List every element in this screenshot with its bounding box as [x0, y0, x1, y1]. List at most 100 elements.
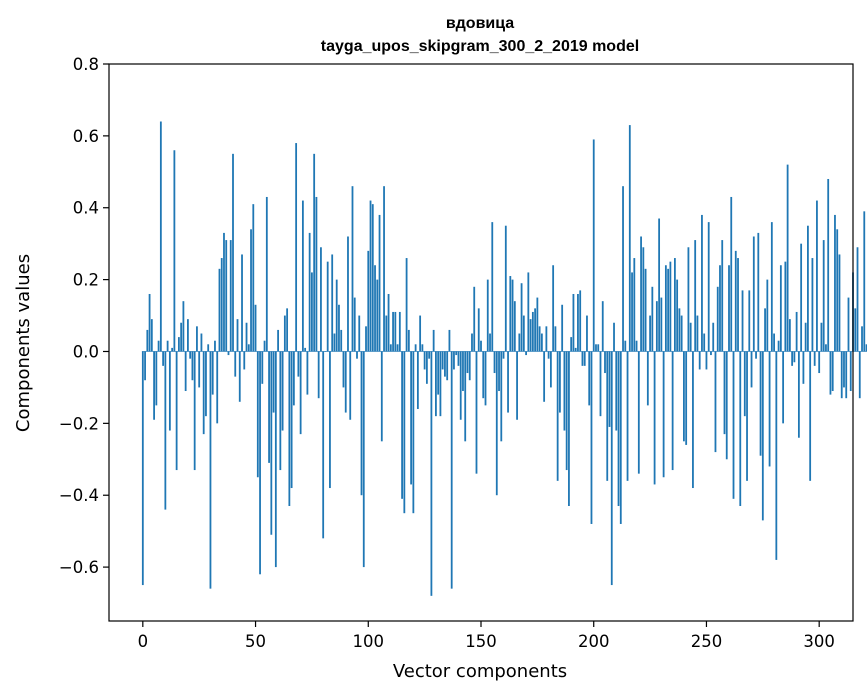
- bar: [495, 351, 498, 496]
- bar: [746, 351, 748, 481]
- y-tick-label: 0.8: [73, 55, 99, 74]
- bar: [626, 351, 629, 481]
- bar: [579, 290, 582, 352]
- bar: [369, 200, 372, 352]
- bar: [439, 351, 442, 417]
- bar: [696, 315, 699, 352]
- bar: [705, 351, 708, 370]
- bar: [525, 351, 527, 356]
- bar: [493, 351, 496, 374]
- bar: [601, 301, 604, 352]
- bar: [671, 351, 674, 471]
- bar: [184, 351, 187, 392]
- bar: [202, 351, 205, 435]
- bar: [552, 265, 555, 352]
- bar: [538, 326, 541, 352]
- bar: [804, 322, 807, 352]
- bar: [637, 351, 640, 474]
- y-tick-label: 0.0: [73, 342, 99, 361]
- bar: [331, 254, 334, 352]
- bar: [297, 351, 300, 377]
- x-tick-label: 100: [353, 632, 385, 651]
- bar: [286, 308, 289, 352]
- bar: [655, 301, 658, 352]
- bar: [279, 351, 282, 471]
- bar: [757, 232, 760, 352]
- bar: [301, 200, 304, 352]
- bar: [770, 222, 773, 352]
- bar: [437, 351, 440, 395]
- bar: [734, 250, 737, 352]
- bar: [344, 351, 347, 413]
- bar: [531, 311, 534, 352]
- bar: [180, 322, 183, 352]
- bar: [779, 265, 782, 352]
- bar: [703, 333, 706, 352]
- bar: [721, 240, 724, 352]
- bar: [333, 333, 336, 352]
- bar: [320, 247, 322, 352]
- bar: [574, 347, 577, 352]
- bar: [759, 351, 762, 456]
- bar: [444, 351, 446, 377]
- bar: [403, 351, 406, 514]
- bar: [768, 351, 771, 467]
- bar: [482, 351, 485, 399]
- bar: [599, 351, 602, 417]
- bar: [788, 319, 791, 352]
- bar: [435, 351, 437, 417]
- bar: [288, 351, 291, 506]
- bar: [572, 293, 575, 352]
- bar: [338, 304, 340, 352]
- bar: [761, 351, 764, 521]
- bar: [504, 225, 507, 352]
- bar: [811, 258, 814, 352]
- bar: [865, 344, 867, 352]
- bar: [236, 319, 239, 352]
- bar: [216, 351, 219, 424]
- bar: [281, 351, 284, 431]
- bar: [462, 351, 464, 392]
- bar: [211, 351, 214, 395]
- bar: [858, 351, 861, 399]
- bar: [622, 186, 624, 352]
- bar: [651, 286, 654, 352]
- bar: [829, 351, 832, 395]
- bar: [430, 351, 433, 596]
- bar: [218, 268, 221, 352]
- y-axis: −0.6 −0.4 −0.2 0.0 0.2 0.4 0.6 0.8: [59, 55, 109, 577]
- bar: [486, 279, 489, 352]
- bar: [274, 351, 277, 568]
- bar: [683, 351, 685, 442]
- bar: [448, 329, 451, 352]
- bar: [214, 340, 216, 352]
- bar: [642, 247, 645, 352]
- x-tick-label: 0: [138, 632, 149, 651]
- bar: [473, 286, 476, 352]
- bar: [664, 265, 667, 352]
- chart-subtitle: tayga_upos_skipgram_300_2_2019 model: [321, 38, 639, 55]
- bar: [840, 351, 843, 399]
- bar: [423, 351, 426, 370]
- bar: [662, 351, 665, 478]
- bar: [441, 351, 444, 370]
- bar: [608, 351, 611, 427]
- bar: [716, 286, 719, 352]
- bar: [148, 293, 151, 352]
- bar: [773, 333, 775, 352]
- bar: [502, 351, 505, 359]
- bar: [714, 351, 717, 453]
- bar: [168, 351, 171, 431]
- bar: [739, 351, 742, 506]
- bar: [410, 351, 413, 485]
- x-tick-label: 150: [465, 632, 497, 651]
- bar: [189, 351, 192, 359]
- bar: [250, 229, 252, 352]
- bar: [834, 214, 836, 352]
- bar: [615, 351, 618, 431]
- bar: [358, 315, 361, 352]
- bar: [191, 351, 194, 381]
- bar: [653, 351, 656, 485]
- bar: [845, 351, 848, 399]
- bar: [741, 290, 744, 352]
